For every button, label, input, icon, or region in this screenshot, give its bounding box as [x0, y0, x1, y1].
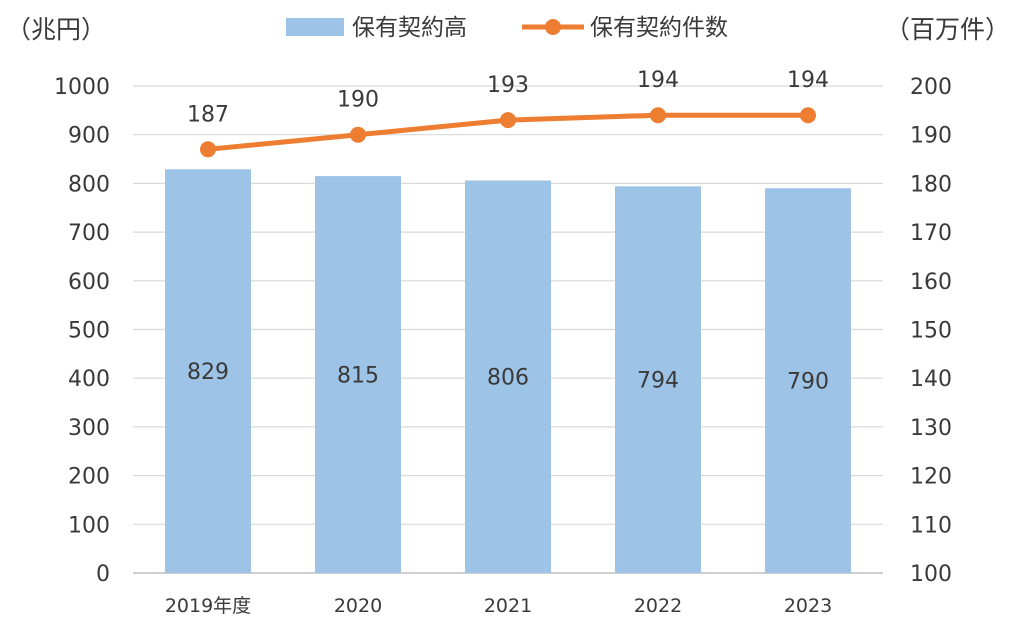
right-axis-tick-label: 110 [910, 513, 952, 538]
right-axis-tick-label: 190 [910, 124, 952, 149]
left-axis-tick-label: 800 [68, 172, 110, 197]
left-axis-tick-label: 900 [68, 124, 110, 149]
left-axis-tick-label: 600 [68, 270, 110, 295]
bar-value-label: 806 [487, 366, 529, 391]
legend-line-label: 保有契約件数 [590, 15, 728, 41]
line-series [200, 107, 816, 158]
line-value-label: 187 [187, 102, 229, 127]
left-axis-tick-label: 700 [68, 221, 110, 246]
left-axis-tick-label: 400 [68, 367, 110, 392]
right-axis-tick-label: 140 [910, 367, 952, 392]
line-point [200, 141, 216, 158]
bar [165, 169, 251, 574]
bar-value-label: 829 [187, 360, 229, 385]
x-axis-category-label: 2019年度 [165, 595, 251, 617]
x-axis-category-label: 2021 [484, 595, 532, 617]
bar-series [165, 169, 851, 574]
left-axis-tick-label: 100 [68, 513, 110, 538]
right-axis-tick-label: 180 [910, 172, 952, 197]
line-point [650, 107, 666, 124]
right-axis-tick-label: 150 [910, 319, 952, 344]
left-axis-unit-label: （兆円） [6, 15, 106, 44]
data-labels: 829 815 806 794 790 187 190 193 194 194 [187, 68, 829, 394]
bar [465, 180, 551, 573]
x-axis-category-label: 2020 [334, 595, 382, 617]
line-value-label: 190 [337, 88, 379, 113]
right-axis-tick-label: 200 [910, 75, 952, 100]
right-axis-tick-label: 170 [910, 221, 952, 246]
bar [765, 188, 851, 573]
line-point [500, 112, 516, 129]
right-axis-unit-label: （百万件） [885, 15, 1010, 44]
legend-bar-label: 保有契約高 [352, 15, 467, 41]
left-axis-tick-label: 1000 [54, 75, 110, 100]
line-value-label: 193 [487, 73, 529, 98]
left-axis-tick-label: 300 [68, 416, 110, 441]
bar [615, 186, 701, 573]
bar-value-label: 815 [337, 364, 379, 389]
line-point [800, 107, 816, 124]
legend-bar-swatch [286, 18, 344, 36]
x-axis-category-label: 2023 [784, 595, 832, 617]
legend: 保有契約高 保有契約件数 [286, 15, 728, 41]
line-value-label: 194 [787, 68, 829, 93]
right-axis-tick-label: 130 [910, 416, 952, 441]
right-axis-tick-label: 120 [910, 465, 952, 490]
axes: 0 100 200 300 400 500 600 700 800 900 1000 100 110 12… [54, 75, 952, 617]
bar-value-label: 794 [637, 369, 679, 394]
right-axis-tick-label: 160 [910, 270, 952, 295]
line-point [350, 126, 366, 143]
left-axis-tick-label: 500 [68, 319, 110, 344]
line-value-label: 194 [637, 68, 679, 93]
bar [315, 176, 401, 573]
x-axis-category-label: 2022 [634, 595, 682, 617]
legend-line-marker [545, 19, 561, 35]
left-axis-tick-label: 0 [96, 562, 110, 587]
left-axis-tick-label: 200 [68, 465, 110, 490]
right-axis-tick-label: 100 [910, 562, 952, 587]
bar-value-label: 790 [787, 370, 829, 395]
